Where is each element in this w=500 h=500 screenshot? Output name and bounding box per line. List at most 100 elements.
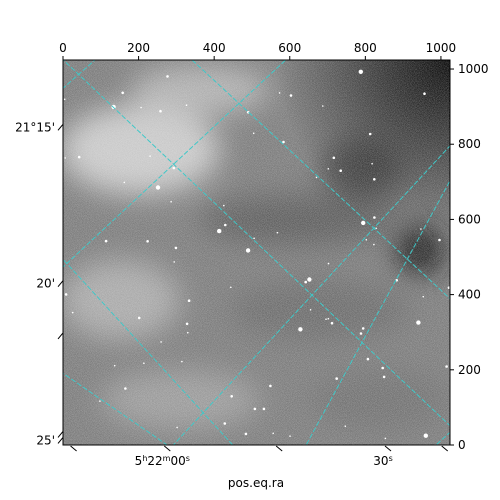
right-tick-label-4: 800 — [458, 137, 481, 151]
star — [172, 166, 176, 170]
star — [368, 132, 372, 136]
star — [64, 293, 68, 296]
dec-tick-mark-2 — [57, 437, 64, 444]
star — [366, 357, 370, 361]
star — [223, 422, 227, 425]
top-tick-label-5: 1000 — [426, 41, 457, 55]
right-tick-label-0: 0 — [458, 438, 466, 452]
star — [289, 94, 293, 97]
star — [416, 320, 421, 325]
star — [282, 140, 285, 144]
star — [447, 286, 450, 289]
star — [422, 295, 425, 298]
star — [373, 216, 376, 219]
star — [384, 437, 387, 440]
star — [223, 204, 225, 207]
ra-minor-tick-2 — [441, 445, 449, 452]
star — [230, 395, 233, 398]
star — [224, 223, 227, 227]
star — [146, 240, 149, 243]
x-axis-title: pos.eq.ra — [228, 476, 284, 490]
star — [359, 332, 363, 335]
ra-minor-tick-0 — [70, 445, 77, 452]
star — [124, 387, 127, 390]
star — [253, 407, 257, 411]
star — [371, 162, 373, 165]
star — [181, 360, 183, 363]
star — [325, 318, 327, 321]
right-pixel-axis: 0 200 400 600 800 1000 — [450, 62, 489, 452]
star — [166, 75, 169, 78]
star — [382, 375, 386, 379]
star — [187, 331, 189, 334]
star — [121, 91, 124, 95]
star — [373, 178, 376, 181]
star — [253, 237, 255, 240]
star — [445, 365, 448, 368]
star — [252, 132, 255, 135]
star — [365, 239, 368, 241]
star — [113, 364, 116, 367]
star — [335, 377, 339, 380]
star — [375, 227, 378, 230]
sky-image — [63, 60, 450, 445]
star — [344, 425, 347, 428]
star — [262, 407, 266, 411]
star — [272, 432, 275, 435]
coordinate-grid — [63, 60, 450, 445]
star — [170, 201, 172, 203]
star — [381, 366, 385, 370]
dec-tick-label-1: 20' — [36, 277, 55, 291]
star — [332, 156, 336, 160]
star — [361, 327, 365, 330]
star — [327, 262, 330, 265]
ra-tick-mark-0 — [163, 445, 171, 452]
star — [278, 92, 281, 94]
star — [104, 239, 108, 243]
star — [438, 238, 441, 242]
star — [330, 321, 334, 325]
star — [63, 98, 66, 101]
star — [230, 286, 232, 289]
star — [187, 299, 191, 303]
plot-frame — [62, 59, 451, 446]
star — [309, 309, 312, 311]
star — [395, 279, 399, 282]
star — [358, 69, 363, 75]
star — [322, 105, 324, 107]
star — [327, 317, 330, 320]
ra-minor-tick-1 — [275, 445, 283, 452]
star — [140, 106, 142, 109]
grid-line-8 — [191, 60, 450, 300]
right-tick-label-1: 200 — [458, 363, 481, 377]
star — [423, 433, 428, 438]
star — [373, 243, 375, 246]
top-tick-label-1: 200 — [127, 41, 150, 55]
left-dec-axis: 21°15' 20' 25' — [15, 120, 64, 447]
grid-line-5 — [63, 372, 169, 445]
dec-tick-mark-0 — [57, 123, 64, 131]
star — [217, 228, 222, 234]
star — [149, 155, 151, 157]
star — [298, 327, 303, 332]
bottom-ra-axis: 5h22m00s 30s — [70, 445, 449, 468]
right-tick-label-3: 600 — [458, 212, 481, 226]
star — [315, 176, 318, 179]
star — [155, 185, 161, 190]
dec-tick-label-0: 21°15' — [15, 120, 55, 134]
stars — [63, 69, 450, 440]
grid-line-6 — [435, 431, 450, 445]
ra-tick-mark-1 — [384, 445, 392, 452]
star — [137, 316, 141, 320]
star — [244, 432, 248, 436]
star — [160, 341, 162, 343]
right-tick-label-2: 400 — [458, 288, 481, 302]
grid-line-1 — [63, 60, 450, 427]
star — [185, 322, 189, 326]
star — [173, 261, 175, 263]
top-tick-label-3: 600 — [278, 41, 301, 55]
star — [276, 231, 279, 234]
star — [307, 277, 312, 282]
star — [64, 157, 66, 159]
star — [304, 280, 308, 284]
